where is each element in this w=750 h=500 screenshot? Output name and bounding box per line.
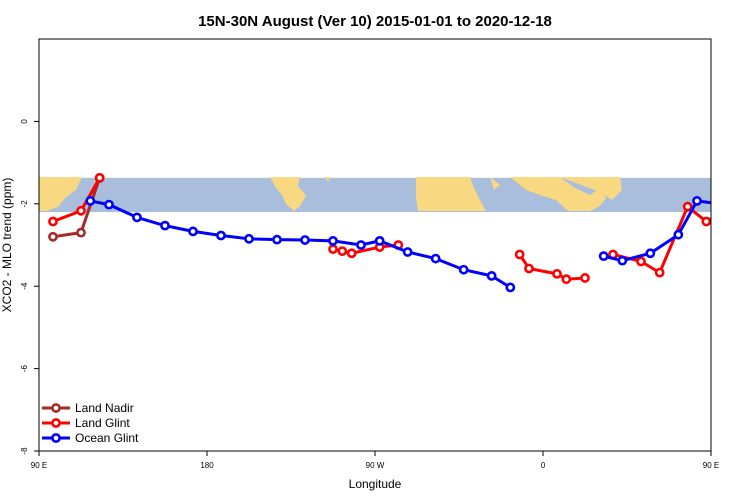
series-line-land-nadir: [725, 178, 750, 237]
data-point-ocean-glint: [328, 235, 338, 246]
data-point-ocean-glint: [598, 251, 609, 262]
land-mass: [510, 177, 606, 211]
x-axis-ticks: 90 E 180 90 W 0 90 E: [31, 451, 719, 470]
legend-label: Land Nadir: [75, 401, 134, 415]
legend-marker: [51, 418, 61, 428]
data-point-ocean-glint: [692, 196, 702, 206]
data-point-land-glint: [337, 246, 348, 257]
data-point-land-glint: [328, 244, 338, 255]
chart-title: 15N-30N August (Ver 10) 2015-01-01 to 20…: [198, 13, 552, 30]
y-tick-label: -2: [20, 200, 29, 208]
data-point-ocean-glint: [188, 226, 198, 237]
data-point-ocean-glint: [486, 270, 497, 281]
data-point-land-glint: [731, 174, 738, 181]
series-layer: [48, 172, 750, 293]
data-point-ocean-glint: [721, 201, 728, 208]
data-point-ocean-glint: [356, 240, 366, 250]
legend-marker: [51, 403, 61, 413]
data-point-land-glint: [682, 201, 693, 212]
data-point-ocean-glint: [272, 234, 282, 245]
legend-item-ocean-glint: Ocean Glint: [42, 431, 139, 445]
x-tick-label: 180: [200, 461, 214, 470]
legend-label: Ocean Glint: [75, 431, 139, 445]
y-tick-label: -8: [20, 447, 29, 455]
land-mass: [325, 177, 330, 182]
land-mass: [39, 177, 82, 211]
data-point-land-glint: [94, 172, 105, 183]
legend-label: Land Glint: [75, 416, 130, 430]
data-point-land-glint: [721, 207, 728, 214]
data-point-land-nadir: [76, 227, 86, 238]
data-point-land-nadir: [721, 233, 728, 240]
x-tick-label: 90 W: [366, 461, 385, 470]
data-point-ocean-glint: [505, 282, 516, 293]
series-ocean-glint: [85, 196, 728, 293]
series-land-nadir: [48, 172, 750, 242]
y-tick-label: 0: [20, 119, 29, 124]
data-point-land-glint: [552, 268, 562, 279]
data-point-ocean-glint: [160, 220, 170, 231]
land-mass: [560, 177, 622, 200]
data-point-ocean-glint: [430, 253, 441, 264]
data-point-ocean-glint: [374, 235, 385, 246]
y-tick-label: -4: [20, 282, 29, 290]
land-mass: [490, 177, 500, 190]
legend-item-land-glint: Land Glint: [42, 416, 130, 430]
data-point-land-glint: [701, 216, 711, 227]
x-tick-label: 0: [541, 461, 546, 470]
data-point-land-glint: [636, 256, 646, 267]
data-point-land-glint: [346, 248, 357, 259]
legend-marker: [51, 433, 61, 443]
data-point-ocean-glint: [617, 255, 628, 266]
world-map-strip: [39, 177, 711, 213]
y-tick-label: -6: [20, 364, 29, 372]
x-tick-label: 90 E: [703, 461, 719, 470]
data-point-land-glint: [561, 274, 572, 285]
data-point-land-glint: [524, 263, 534, 274]
data-point-land-glint: [76, 205, 86, 216]
x-axis-label: Longitude: [349, 477, 402, 491]
data-point-ocean-glint: [132, 212, 142, 223]
data-point-ocean-glint: [104, 199, 114, 210]
data-point-land-glint: [514, 249, 525, 260]
data-point-ocean-glint: [85, 196, 96, 206]
legend-item-land-nadir: Land Nadir: [42, 401, 134, 415]
data-point-ocean-glint: [673, 229, 684, 240]
series-line-ocean-glint: [90, 199, 512, 289]
data-point-ocean-glint: [216, 230, 226, 241]
data-point-ocean-glint: [300, 235, 310, 245]
series-land-glint: [48, 172, 738, 285]
data-point-land-glint: [654, 267, 665, 278]
plot-frame: [38, 38, 712, 452]
y-axis-ticks: 0 -2 -4 -6 -8: [20, 119, 39, 455]
data-point-land-glint: [48, 216, 58, 227]
data-point-land-glint: [580, 273, 590, 283]
x-tick-label: 90 E: [31, 461, 47, 470]
land-mass: [270, 177, 306, 211]
data-point-ocean-glint: [645, 248, 656, 259]
data-point-ocean-glint: [402, 247, 413, 257]
data-point-land-nadir: [48, 231, 58, 242]
land-mass: [416, 177, 486, 211]
data-point-ocean-glint: [458, 264, 469, 275]
y-axis-label: XCO2 - MLO trend (ppm): [0, 178, 14, 313]
data-point-ocean-glint: [244, 233, 254, 244]
